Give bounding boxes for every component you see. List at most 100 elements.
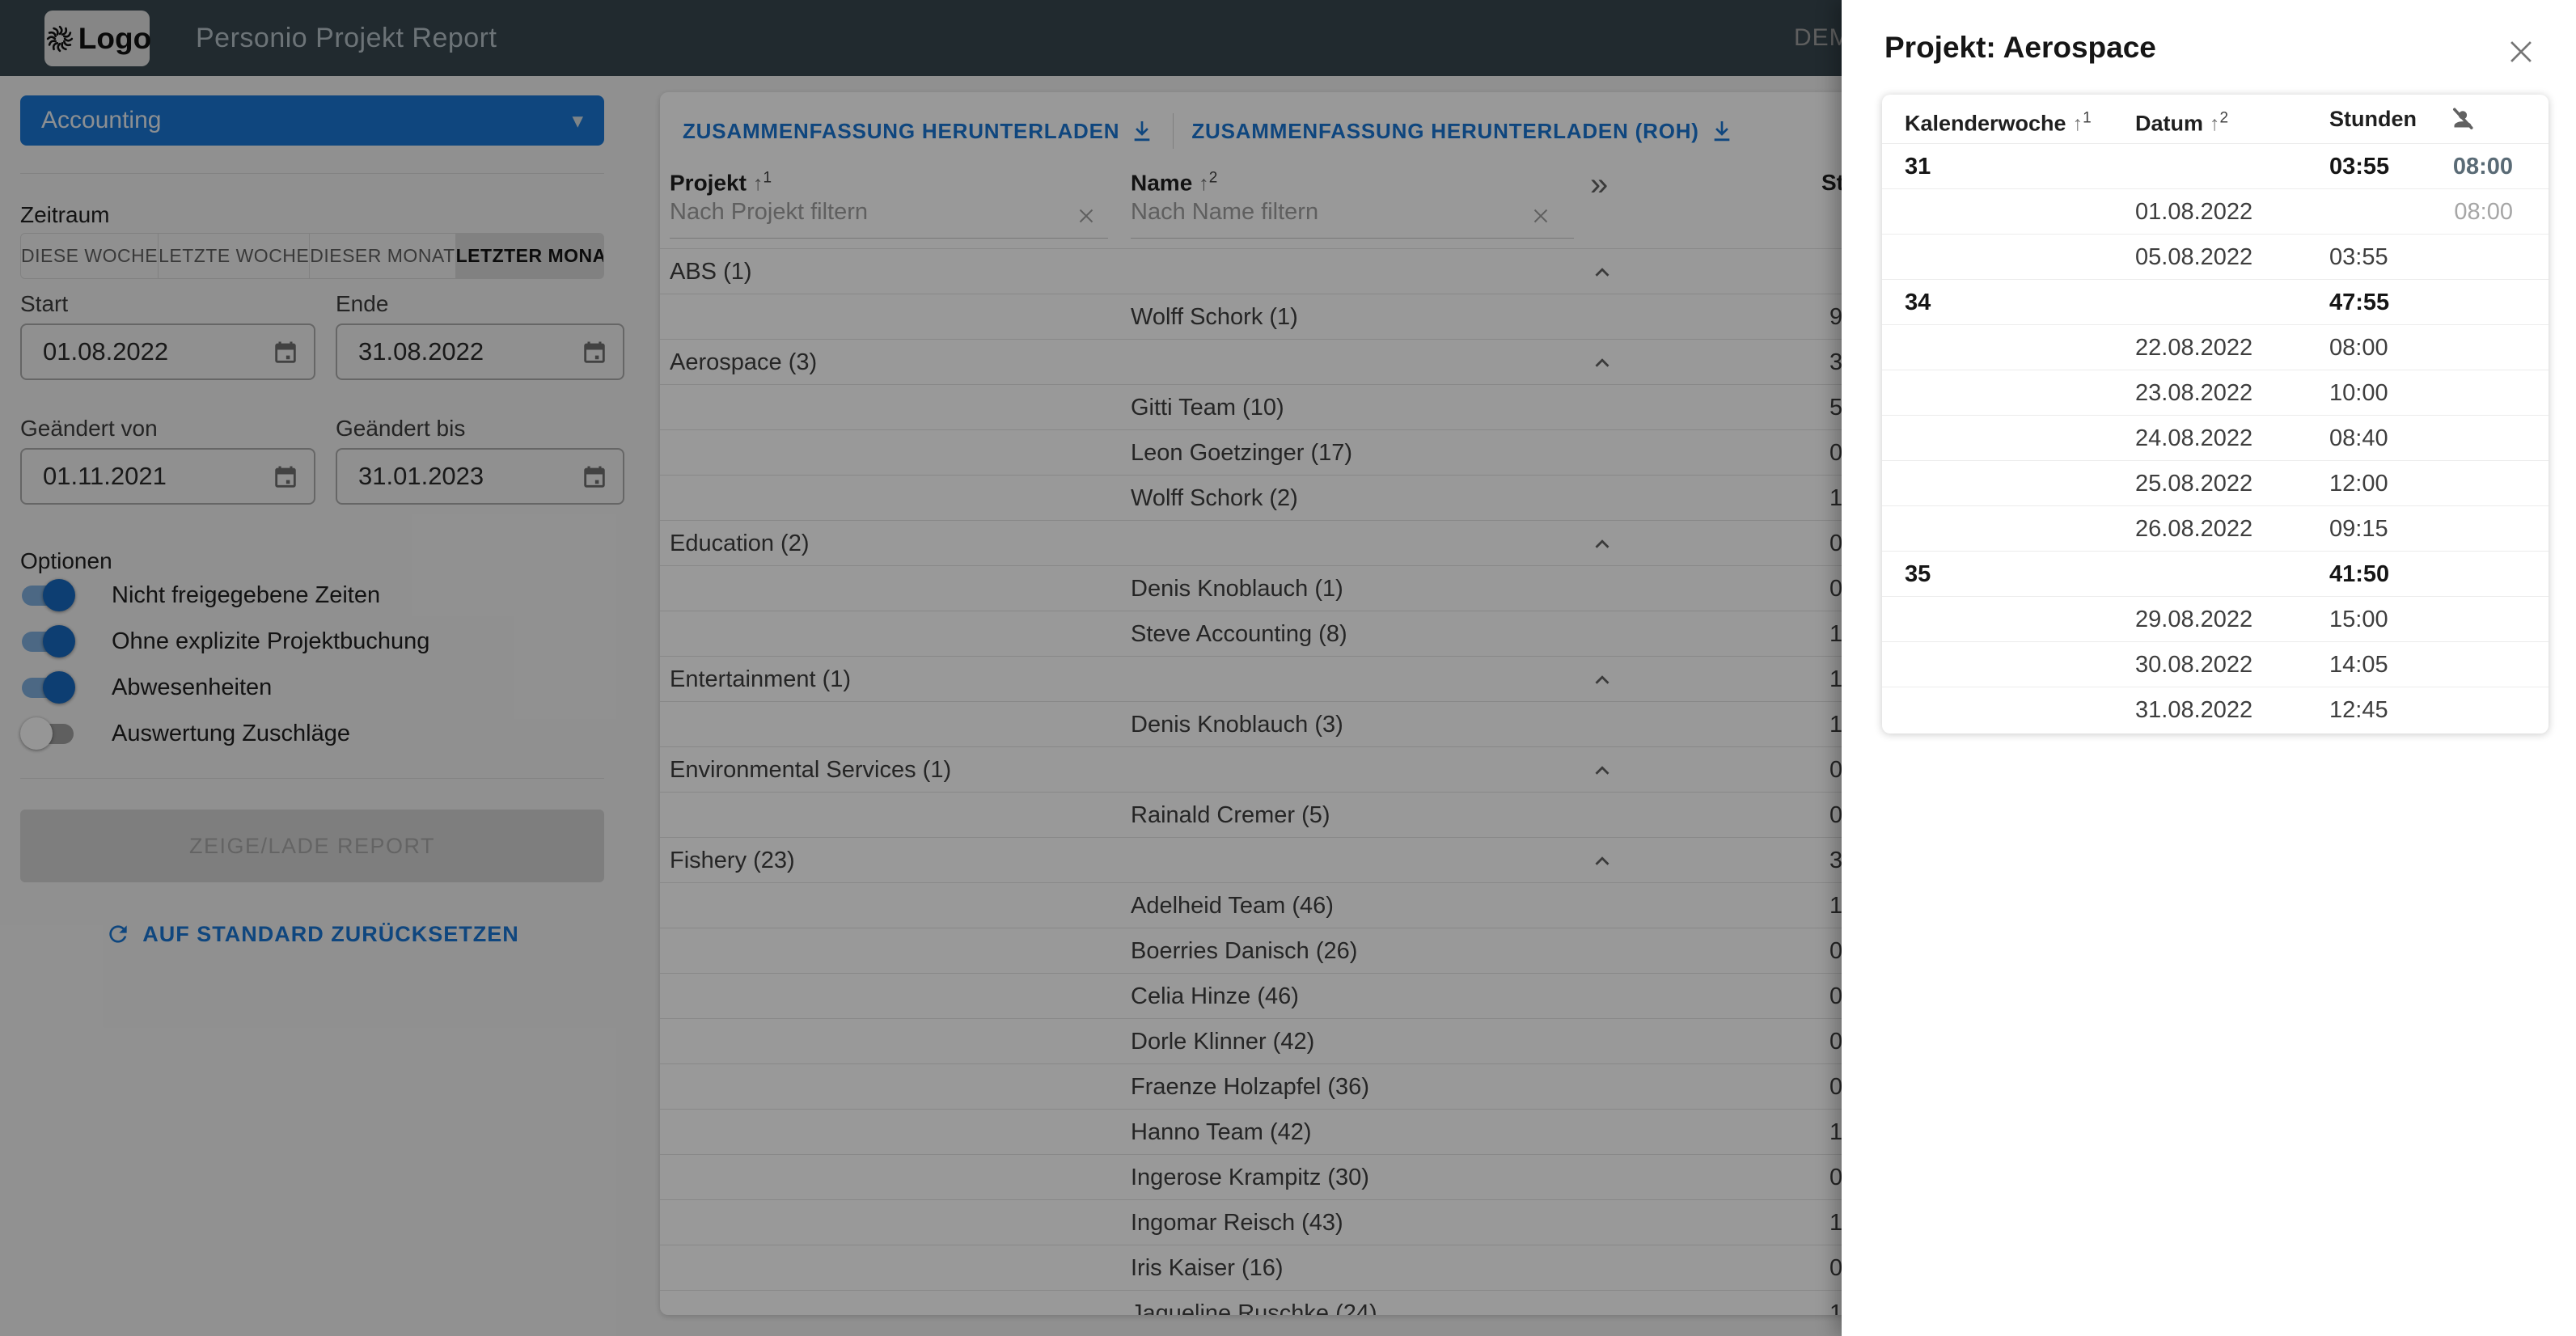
toggle-nicht-freigegebene-zeiten[interactable] [20,576,77,615]
calendar-icon[interactable] [272,339,299,366]
person-row[interactable]: Boerries Danisch (26) 0 [660,928,2548,974]
datum-value: 25.08.2022 [2135,471,2253,497]
geaendert-von-field[interactable] [20,448,315,505]
person-label: Celia Hinze (46) [1131,983,1299,1009]
week-group-row[interactable]: 31 03:55 08:00 [1882,143,2549,189]
person-row[interactable]: Celia Hinze (46) 0 [660,973,2548,1019]
person-row[interactable]: Steve Accounting (8) 1 [660,611,2548,657]
project-group-row[interactable]: Education (2) 0 [660,520,2548,566]
project-label: Fishery (23) [670,848,795,873]
download-summary-link[interactable]: ZUSAMMENFASSUNG HERUNTERLADEN [683,118,1155,144]
stunden-partial: 1 [1829,621,1843,647]
calendar-icon[interactable] [581,463,608,491]
toggle-ohne-explizite-projektbuchung[interactable] [20,622,77,661]
week-group-row[interactable]: 34 47:55 [1882,279,2549,325]
chevron-up-icon[interactable] [1590,532,1614,556]
period-diese-woche[interactable]: DIESE WOCHE [21,245,159,266]
person-row[interactable]: Ingerose Krampitz (30) 0 [660,1154,2548,1200]
clear-filter-icon[interactable] [1074,204,1098,228]
person-row[interactable]: Jaqueline Ruschke (24) 1 [660,1290,2548,1315]
start-date-field[interactable] [20,323,315,380]
name-filter-input[interactable] [1131,199,1574,226]
project-label: ABS (1) [670,259,752,285]
projekt-filter-input[interactable] [670,199,1108,226]
person-row[interactable]: Wolff Schork (2) 1 [660,475,2548,521]
project-group-row[interactable]: Fishery (23) 3 [660,837,2548,883]
day-row[interactable]: 01.08.2022 08:00 [1882,188,2549,235]
person-row[interactable]: Rainald Cremer (5) 0 [660,792,2548,838]
person-row[interactable]: Iris Kaiser (16) 0 [660,1245,2548,1291]
kalenderwoche-value: 35 [1905,561,1931,587]
day-row[interactable]: 31.08.2022 12:45 [1882,687,2549,733]
column-header-projekt[interactable]: Projekt ↑1 [670,170,772,202]
download-summary-raw-link[interactable]: ZUSAMMENFASSUNG HERUNTERLADEN (ROH) [1191,118,1734,144]
person-row[interactable]: Dorle Klinner (42) 0 [660,1018,2548,1064]
chevron-up-icon[interactable] [1590,759,1614,783]
expand-columns-icon[interactable]: » [1590,167,1609,202]
day-row[interactable]: 30.08.2022 14:05 [1882,641,2549,687]
project-label: Aerospace (3) [670,349,818,375]
datum-value: 05.08.2022 [2135,244,2253,270]
clear-filter-icon[interactable] [1529,204,1553,228]
column-header-name[interactable]: Name ↑2 [1131,170,1217,202]
calendar-icon[interactable] [581,339,608,366]
toggle-abwesenheiten[interactable] [20,668,77,707]
download-summary-label: ZUSAMMENFASSUNG HERUNTERLADEN [683,118,1120,143]
person-row[interactable]: Gitti Team (10) 5 [660,384,2548,430]
project-group-select[interactable]: Accounting ▾ [20,95,604,146]
day-row[interactable]: 23.08.2022 10:00 [1882,370,2549,416]
project-group-row[interactable]: Entertainment (1) 1 [660,656,2548,702]
day-row[interactable]: 29.08.2022 15:00 [1882,596,2549,642]
chevron-up-icon[interactable] [1590,668,1614,692]
column-header-kalenderwoche[interactable]: Kalenderwoche ↑1 [1905,95,2092,148]
zeige-lade-report-button[interactable]: ZEIGE/LADE REPORT [20,810,604,882]
sort-order-badge: 1 [763,170,772,187]
period-letzter-monat[interactable]: LETZTER MONAT [455,234,603,278]
calendar-icon[interactable] [272,463,299,491]
geaendert-von-input[interactable] [22,462,229,491]
person-row[interactable]: Wolff Schork (1) 9 [660,294,2548,340]
stunden-value: 41:50 [2329,561,2390,587]
person-label: Denis Knoblauch (1) [1131,576,1343,602]
column-header-stunden[interactable]: Stunden [2329,107,2417,131]
geaendert-bis-field[interactable] [336,448,624,505]
project-group-row[interactable]: ABS (1) [660,248,2548,294]
person-label: Dorle Klinner (42) [1131,1029,1315,1055]
person-row[interactable]: Ingomar Reisch (43) 1 [660,1199,2548,1245]
day-row[interactable]: 26.08.2022 09:15 [1882,505,2549,552]
column-header-datum[interactable]: Datum ↑2 [2135,95,2228,148]
person-row[interactable]: Leon Goetzinger (17) 0 [660,429,2548,476]
period-letzte-woche[interactable]: LETZTE WOCHE [158,234,309,278]
stunden-partial: 0 [1829,802,1843,828]
day-row[interactable]: 05.08.2022 03:55 [1882,234,2549,280]
person-row[interactable]: Fraenze Holzapfel (36) 0 [660,1063,2548,1110]
start-date-input[interactable] [22,337,229,366]
project-group-row[interactable]: Aerospace (3) 3 [660,339,2548,385]
toggle-label: Nicht freigegebene Zeiten [112,582,381,608]
stunden-partial: 0 [1829,1255,1843,1281]
person-row[interactable]: Denis Knoblauch (3) 1 [660,701,2548,747]
person-row[interactable]: Hanno Team (42) 1 [660,1109,2548,1155]
toggle-auswertung-zuschlaege[interactable] [20,714,77,753]
day-row[interactable]: 24.08.2022 08:40 [1882,415,2549,461]
week-group-row[interactable]: 35 41:50 [1882,551,2549,597]
project-group-select-value: Accounting [41,107,162,133]
stunden-partial: 0 [1829,1165,1843,1190]
person-off-icon[interactable] [2448,104,2477,133]
geaendert-bis-input[interactable] [337,462,544,491]
ende-date-field[interactable] [336,323,624,380]
project-group-row[interactable]: Environmental Services (1) 0 [660,746,2548,793]
datum-label: Datum [2135,111,2204,136]
close-icon[interactable] [2503,34,2539,70]
stunden-partial: 1 [1829,1300,1843,1315]
chevron-up-icon[interactable] [1590,849,1614,873]
chevron-up-icon[interactable] [1590,260,1614,285]
day-row[interactable]: 22.08.2022 08:00 [1882,324,2549,370]
period-dieser-monat[interactable]: DIESER MONAT [309,234,455,278]
chevron-up-icon[interactable] [1590,351,1614,375]
person-row[interactable]: Denis Knoblauch (1) 0 [660,565,2548,611]
reset-button[interactable]: AUF STANDARD ZURÜCKSETZEN [20,916,604,952]
ende-date-input[interactable] [337,337,544,366]
person-row[interactable]: Adelheid Team (46) 1 [660,882,2548,928]
day-row[interactable]: 25.08.2022 12:00 [1882,460,2549,506]
